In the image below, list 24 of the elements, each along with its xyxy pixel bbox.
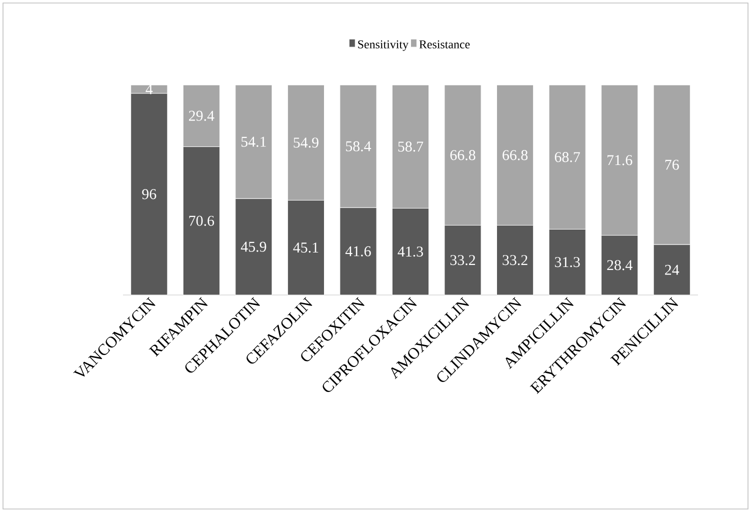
data-label: 58.7: [398, 142, 424, 152]
data-label: 96: [142, 189, 156, 200]
data-label: 24: [665, 264, 680, 275]
data-label: 71.6: [608, 155, 632, 166]
data-label: 68.7: [554, 152, 580, 162]
legend-label: Sensitivity: [358, 40, 408, 51]
data-label: 66.8: [502, 150, 528, 160]
data-label: 54.9: [294, 138, 318, 148]
data-label: 29.4: [189, 110, 214, 121]
data-label: 70.6: [189, 216, 214, 226]
data-label: 28.4: [607, 260, 632, 270]
legend-label: Resistance: [419, 40, 470, 48]
data-label: 66.8: [450, 150, 476, 160]
data-label: 41.6: [345, 246, 371, 256]
data-label: 45.1: [293, 242, 318, 253]
data-label: 33.2: [502, 255, 528, 266]
data-label: 54.1: [241, 136, 266, 147]
data-label: 31.3: [554, 257, 580, 268]
data-label: 4: [146, 84, 153, 94]
data-label: 41.3: [398, 246, 424, 257]
data-label: 58.4: [346, 141, 372, 152]
data-label: 33.2: [450, 255, 476, 266]
data-label: 76: [665, 160, 679, 170]
data-label: 45.9: [240, 242, 266, 252]
